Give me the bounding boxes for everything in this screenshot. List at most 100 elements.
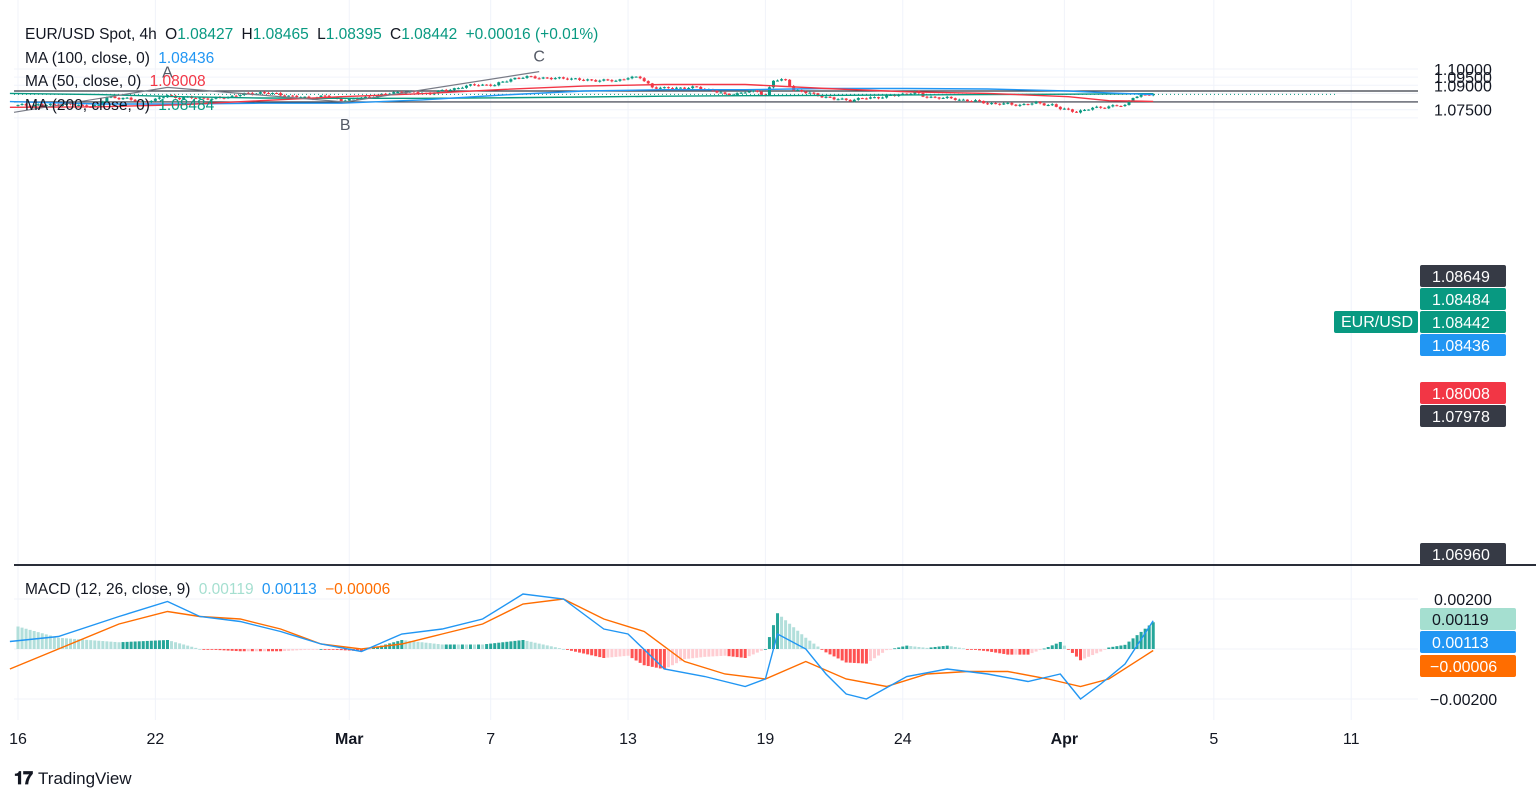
candle-body [578,78,582,80]
macd-tag: 0.00119 [1420,608,1516,630]
candle-body [501,81,505,83]
candle-body [113,96,117,99]
macd-hist-bar [961,648,965,650]
macd-hist-bar [1127,641,1131,649]
macd-hist-bar [117,642,121,649]
macd-hist-bar [529,641,533,649]
macd-hist-bar [339,649,343,651]
candle-body [820,95,824,98]
candle-body [808,92,812,94]
tradingview-logo[interactable]: 𝟏𝟕 TradingView [14,768,132,789]
macd-hist-bar [852,649,856,663]
macd-hist-bar [889,649,893,650]
macd-hist-bar [695,649,699,658]
macd-hist-bar [634,649,638,661]
candle-body [586,79,590,81]
macd-hist-bar [545,645,549,649]
candle-body [618,79,622,81]
macd-hist-bar [319,649,323,650]
macd-hist-bar [109,641,113,649]
macd-hist-bar [533,642,537,649]
macd-hist-bar [287,649,291,651]
ma200-value: 1.08484 [158,96,215,114]
candle-body [1103,107,1107,109]
macd-hist-bar [44,634,48,649]
macd-hist-bar [606,649,610,658]
candle-body [569,78,573,80]
ma50-line [9,83,1154,108]
ma100-line [9,87,1154,105]
candle-body [141,101,145,103]
candle-body [440,89,444,91]
macd-hist-bar [52,636,56,649]
macd-hist-bar [335,649,339,650]
macd-hist-bar [957,647,961,649]
macd-hist-bar [40,633,44,649]
macd-hist-bar [432,643,436,649]
candle-body [683,87,687,89]
candle-body [574,78,578,80]
pattern-label-c: C [533,49,545,66]
candle-body [982,100,986,104]
macd-hist-bar [77,639,81,649]
pattern-label-a: A [162,64,173,81]
ma50-row[interactable]: MA (50, close, 0) 1.08008 [25,70,602,94]
ma200-label: MA (200, close, 0) [25,96,150,114]
macd-legend[interactable]: MACD (12, 26, close, 9) 0.00119 0.00113 … [25,578,394,602]
candle-body [747,91,751,93]
macd-hist-bar [153,640,157,649]
macd-hist-bar [735,649,739,658]
macd-tag-bg [1420,608,1516,630]
candle-body [743,92,747,94]
candle-body [1034,101,1038,104]
macd-hist-bar [448,644,452,649]
ma200-row[interactable]: MA (200, close, 0) 1.08484 [25,94,602,118]
price-tag-text: 1.08008 [1432,386,1490,403]
macd-hist-bar [893,648,897,650]
candle-body [953,98,957,100]
candle-body [1010,102,1014,105]
macd-axis-label: 0.00200 [1434,592,1492,609]
candle-body [687,88,691,90]
candle-body [654,87,658,89]
candle-body [978,100,982,102]
candle-body [662,87,666,89]
macd-hist-bar [1083,649,1087,659]
candle-body [24,104,28,106]
candle-body [565,78,569,80]
macd-hist-bar [699,649,703,658]
ma100-row[interactable]: MA (100, close, 0) 1.08436 [25,47,602,71]
macd-hist-bar [60,638,64,649]
macd-tag-bg [1420,631,1516,653]
candle-body [85,105,89,107]
close-value: 1.08442 [401,26,458,43]
candle-body [602,79,606,81]
price-tag-bg [1420,288,1506,310]
macd-hist-bar [452,644,456,649]
macd-hist-bar [687,649,691,659]
candle-body [432,93,436,95]
candle-body [234,95,238,97]
candle-body [295,95,299,98]
candle-body [73,104,77,106]
candle-body [1119,105,1123,107]
close-label: C [390,26,402,43]
candle-body [1095,106,1099,108]
macd-hist-bar [582,649,586,654]
candle-body [541,77,545,79]
candle-body [792,86,796,91]
macd-hist-bar [1042,648,1046,650]
candle-body [840,98,844,100]
macd-hist-bar [464,644,468,649]
candle-body [161,97,165,99]
macd-hist-bar [856,649,860,664]
macd-hist-bar [994,649,998,653]
macd-hist-bar [295,649,299,651]
macd-hist-bar [1030,649,1034,654]
macd-hist-bar [206,649,210,650]
macd-hist-bar [614,649,618,657]
time-axis-label: 16 [9,731,27,748]
macd-histogram [16,613,1155,670]
macd-hist-bar [190,646,194,649]
